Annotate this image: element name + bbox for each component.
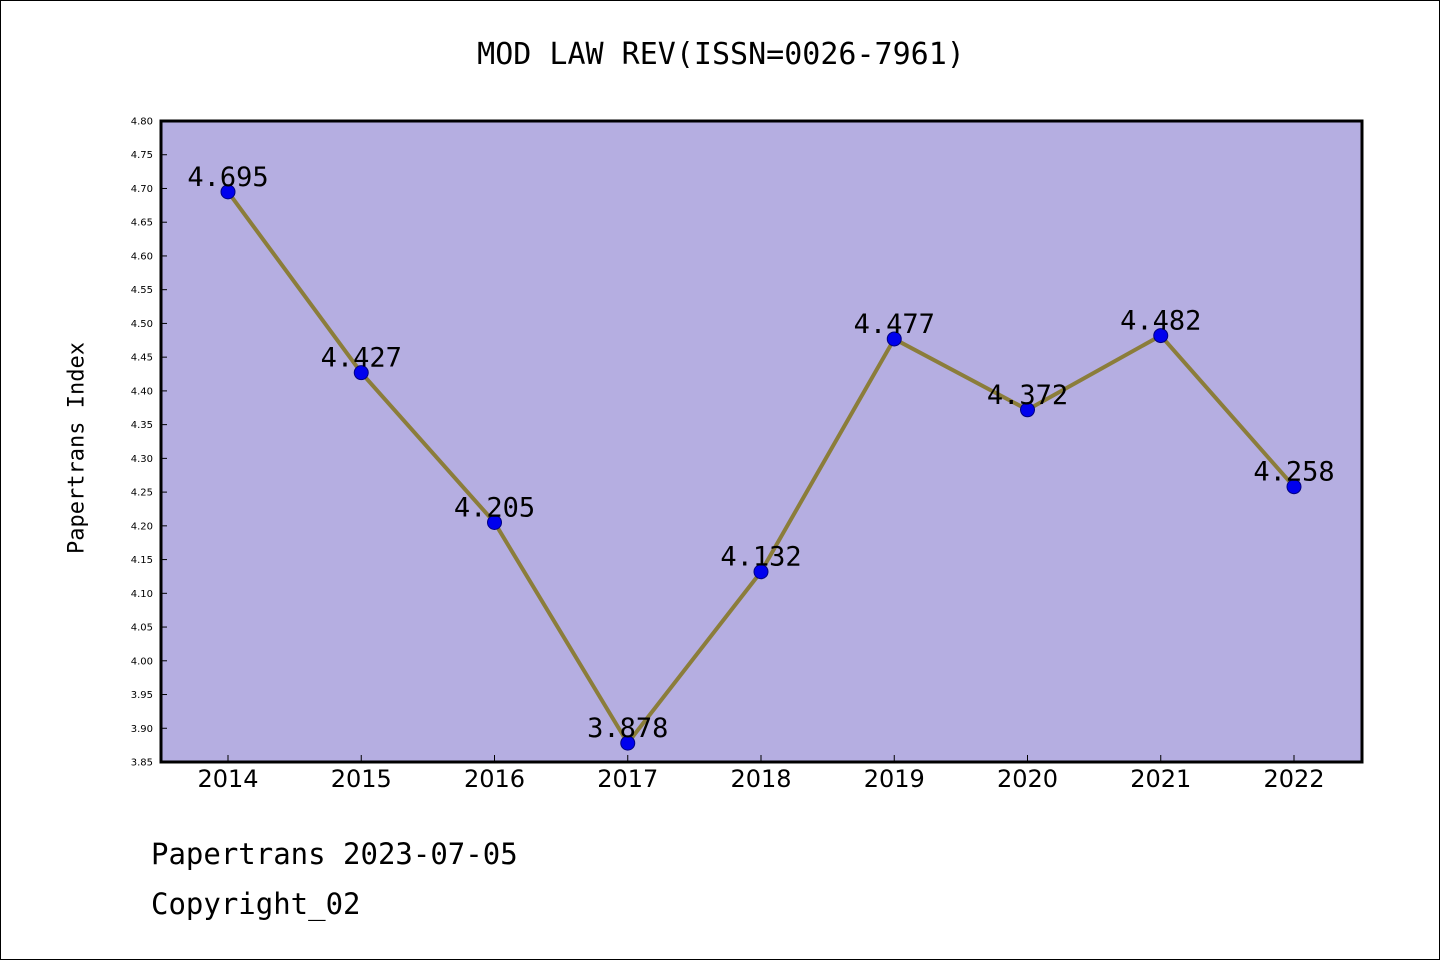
y-tick-label: 4.00 [131,656,153,667]
data-point-marker [353,365,369,381]
y-tick-label: 4.60 [131,251,153,262]
data-point-marker [886,331,902,347]
x-tick-label: 2019 [864,765,925,793]
x-axis-ticks: 2014 2015 2016 2017 2018 2019 2020 2021 2022 [197,755,1325,793]
data-labels: 4.695 4.427 4.205 3.878 4.132 4.477 4.372 4.482… [187,162,1334,744]
x-tick-label: 2018 [730,765,791,793]
y-tick-label: 4.35 [131,420,153,431]
x-tick-label: 2015 [331,765,392,793]
y-tick-label: 4.20 [131,521,153,532]
y-tick-label: 3.85 [131,758,153,769]
y-tick-label: 4.30 [131,454,153,465]
data-point-marker [220,184,236,200]
data-point-marker [1153,328,1169,344]
chart-title: MOD LAW REV(ISSN=0026-7961) [477,37,965,72]
y-tick-label: 4.80 [131,117,153,128]
data-point-marker [487,514,502,530]
y-tick-label: 3.95 [131,690,153,701]
data-point-label: 4.205 [454,492,535,523]
y-tick-label: 4.45 [131,353,153,364]
data-point-label: 4.258 [1253,457,1334,488]
data-point-label: 4.482 [1120,306,1201,337]
data-point-label: 4.477 [854,309,935,340]
y-tick-label: 4.50 [131,319,153,330]
plot-area [159,119,1364,764]
data-point-marker [753,564,769,580]
x-tick-label: 2022 [1263,765,1324,793]
data-point-label: 4.132 [720,542,801,573]
data-point-label: 4.372 [987,380,1068,411]
data-point-marker [1286,479,1302,495]
y-tick-label: 4.10 [131,589,153,600]
x-tick-label: 2014 [197,765,258,793]
x-tick-label: 2021 [1130,765,1191,793]
data-markers [220,184,1302,751]
x-tick-label: 2020 [997,765,1058,793]
y-tick-label: 4.15 [131,555,153,566]
footer-date: Papertrans 2023-07-05 [151,837,518,871]
data-point-marker [1020,402,1035,418]
y-tick-label: 4.40 [131,386,153,397]
x-tick-label: 2016 [464,765,525,793]
y-tick-label: 4.65 [131,218,153,229]
y-tick-label: 4.70 [131,184,153,195]
y-tick-label: 4.55 [131,285,153,296]
y-tick-label: 4.75 [131,150,153,161]
data-point-label: 4.695 [187,162,268,193]
y-tick-label: 4.25 [131,488,153,499]
data-point-marker [620,735,636,751]
y-tick-label: 4.05 [131,623,153,634]
x-tick-label: 2017 [597,765,658,793]
data-point-label: 3.878 [587,713,668,744]
y-axis-ticks: 3.85 3.90 3.95 4.00 4.05 4.10 4.15 4.20 4.25 4.30… [131,117,167,769]
footer-copyright: Copyright_02 [151,887,361,921]
data-point-label: 4.427 [321,343,402,374]
y-tick-label: 3.90 [131,724,153,735]
